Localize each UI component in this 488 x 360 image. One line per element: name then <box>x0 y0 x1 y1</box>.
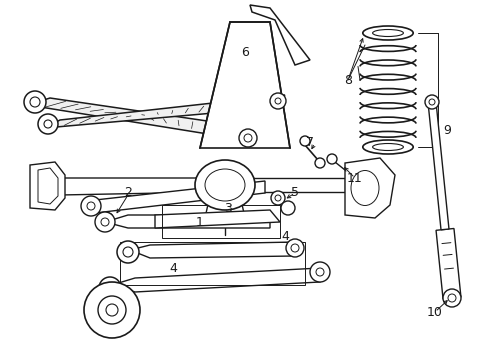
Circle shape <box>244 134 251 142</box>
Circle shape <box>270 191 285 205</box>
Circle shape <box>285 239 304 257</box>
Circle shape <box>299 136 309 146</box>
Circle shape <box>103 213 113 223</box>
Polygon shape <box>130 242 294 258</box>
Text: 4: 4 <box>281 230 288 243</box>
Ellipse shape <box>362 26 412 40</box>
Ellipse shape <box>372 144 403 150</box>
Circle shape <box>99 277 121 299</box>
Circle shape <box>44 120 52 128</box>
Circle shape <box>105 283 115 293</box>
Polygon shape <box>235 178 345 192</box>
Ellipse shape <box>362 140 412 154</box>
Circle shape <box>326 154 336 164</box>
Text: 2: 2 <box>124 185 132 198</box>
Polygon shape <box>435 229 460 299</box>
Circle shape <box>123 247 133 257</box>
Circle shape <box>239 129 257 147</box>
Circle shape <box>24 91 46 113</box>
Text: 10: 10 <box>426 306 442 319</box>
Circle shape <box>274 98 281 104</box>
Text: 9: 9 <box>442 123 450 136</box>
Circle shape <box>315 268 324 276</box>
Text: 1: 1 <box>196 216 203 229</box>
Circle shape <box>117 241 139 263</box>
Polygon shape <box>345 158 394 218</box>
Circle shape <box>98 296 126 324</box>
Circle shape <box>281 201 294 215</box>
Polygon shape <box>204 195 244 218</box>
Circle shape <box>424 95 438 109</box>
Text: 7: 7 <box>305 136 313 149</box>
Circle shape <box>81 196 101 216</box>
Circle shape <box>314 158 325 168</box>
Circle shape <box>87 202 95 210</box>
Circle shape <box>106 304 118 316</box>
Ellipse shape <box>195 160 254 210</box>
Text: 5: 5 <box>290 186 298 199</box>
Polygon shape <box>60 178 215 195</box>
Polygon shape <box>112 268 319 292</box>
Circle shape <box>105 216 110 220</box>
Polygon shape <box>30 162 65 210</box>
Ellipse shape <box>372 30 403 36</box>
Circle shape <box>84 282 140 338</box>
Polygon shape <box>95 181 264 213</box>
Polygon shape <box>155 210 280 228</box>
Polygon shape <box>249 5 309 65</box>
Polygon shape <box>427 102 448 230</box>
Text: 8: 8 <box>343 73 351 86</box>
Circle shape <box>38 114 58 134</box>
Ellipse shape <box>350 171 378 206</box>
Text: 11: 11 <box>346 171 362 184</box>
Polygon shape <box>45 95 285 128</box>
Ellipse shape <box>204 169 244 201</box>
Circle shape <box>442 289 460 307</box>
Text: 4: 4 <box>169 261 177 274</box>
Polygon shape <box>105 215 269 228</box>
Text: 3: 3 <box>224 202 231 215</box>
Circle shape <box>309 262 329 282</box>
Polygon shape <box>200 22 289 148</box>
Circle shape <box>101 218 109 226</box>
Polygon shape <box>38 168 58 204</box>
Polygon shape <box>28 98 254 140</box>
Circle shape <box>30 97 40 107</box>
Polygon shape <box>224 30 274 140</box>
Circle shape <box>269 93 285 109</box>
Circle shape <box>428 99 434 105</box>
Circle shape <box>447 294 455 302</box>
Circle shape <box>274 195 281 201</box>
Circle shape <box>95 212 115 232</box>
Text: 6: 6 <box>241 45 248 58</box>
Circle shape <box>290 244 298 252</box>
